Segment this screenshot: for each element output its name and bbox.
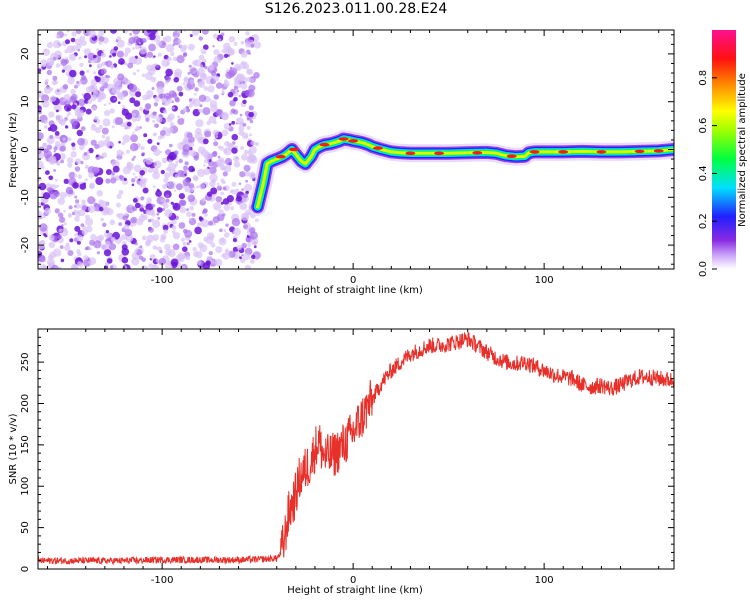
spectrogram-xtick-label: 100	[535, 275, 554, 286]
snr-ytick-label: 100	[20, 477, 31, 496]
colorbar-gradient	[712, 30, 736, 269]
snr-ytick-label: 0	[20, 566, 31, 572]
spectrogram-ytick-label: -10	[20, 189, 31, 205]
snr-xlabel: Height of straight line (km)	[287, 585, 423, 596]
snr-frame	[37, 328, 675, 570]
snr-ylabel: SNR (10 * v/v)	[8, 413, 19, 484]
spectrogram-xlabel: Height of straight line (km)	[287, 285, 423, 296]
snr-xtick-label: 0	[350, 575, 356, 586]
spectrogram-xtick-label: -100	[151, 275, 174, 286]
colorbar-label: Normalized spectral amplitude	[737, 73, 748, 227]
chart-title: S126.2023.011.00.28.E24	[264, 1, 448, 17]
snr-ytick-label: 150	[20, 435, 31, 454]
spectrogram-ytick-label: 10	[20, 95, 31, 108]
snr-panel: -100 0 100 0 50 100 150 200 250 Height of straig…	[8, 328, 675, 596]
colorbar-tick-label: 0.8	[698, 70, 709, 86]
colorbar-tick-label: 0.2	[698, 213, 709, 229]
snr-ytick-label: 200	[20, 394, 31, 413]
spectrogram-ytick-label: -20	[20, 237, 31, 253]
noise-speckle	[38, 30, 262, 269]
colorbar-tick-label: 0.4	[698, 165, 709, 181]
snr-xtick-label: -100	[151, 575, 174, 586]
spectral-ridge	[248, 130, 674, 216]
snr-ytick-label: 250	[20, 353, 31, 372]
colorbar-tick-label: 0.6	[698, 118, 709, 134]
spectrogram-ylabel: Frequency (Hz)	[8, 112, 19, 188]
colorbar-tick-label: 0.0	[698, 261, 709, 277]
spectrogram-xtick-label: 0	[350, 275, 356, 286]
snr-ytick-label: 50	[20, 521, 31, 534]
colorbar: 0.0 0.2 0.4 0.6 0.8 Normalized spectral ampl…	[698, 30, 748, 277]
snr-series-line	[38, 331, 674, 566]
snr-xtick-label: 100	[535, 575, 554, 586]
spectrogram-ytick-label: 0	[20, 146, 31, 152]
spectrogram-ytick-label: 20	[20, 48, 31, 61]
